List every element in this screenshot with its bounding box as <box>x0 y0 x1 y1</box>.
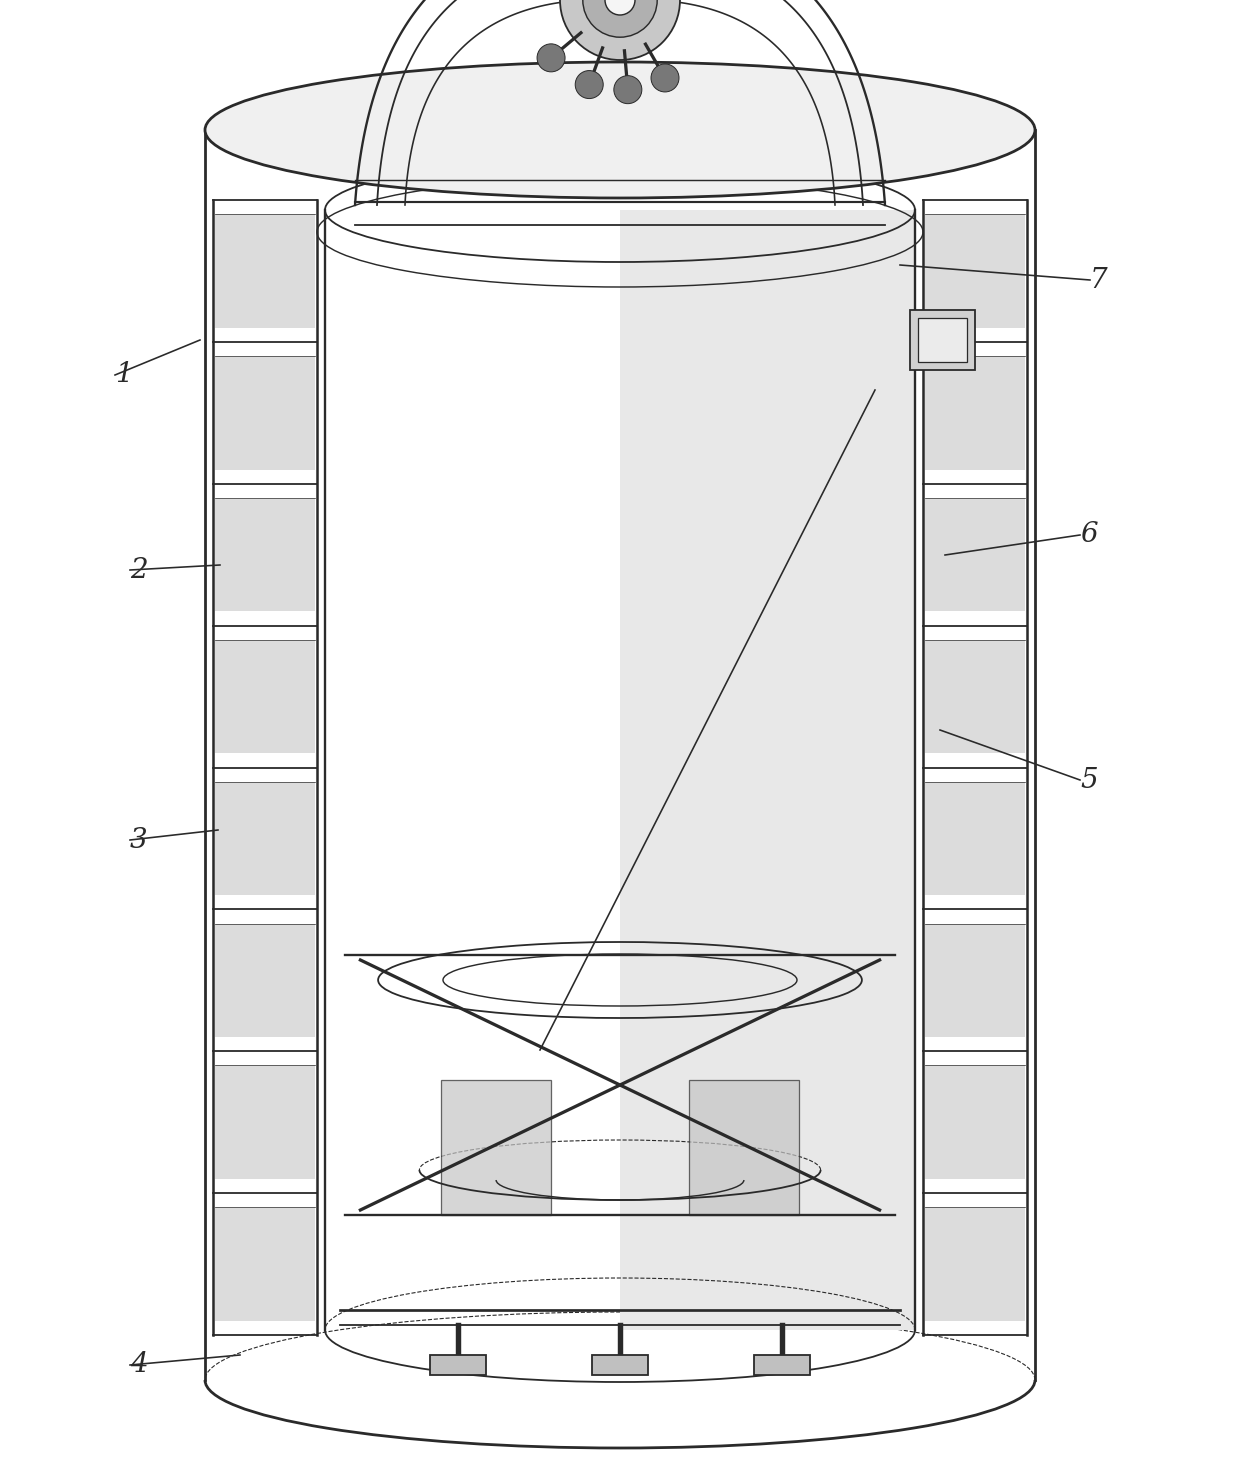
Bar <box>620 210 915 1329</box>
Bar <box>215 215 315 328</box>
Bar <box>441 1080 551 1215</box>
Bar <box>910 310 975 370</box>
Text: 7: 7 <box>1090 267 1107 293</box>
Text: 6: 6 <box>1080 522 1097 548</box>
Bar <box>689 1080 799 1215</box>
Bar <box>925 498 1025 612</box>
Ellipse shape <box>205 62 1035 199</box>
Bar <box>918 319 967 362</box>
Bar <box>754 1355 810 1375</box>
Text: 3: 3 <box>130 827 148 854</box>
Text: 5: 5 <box>1080 766 1097 793</box>
Bar <box>925 1208 1025 1320</box>
Bar <box>925 923 1025 1037</box>
Circle shape <box>560 0 680 59</box>
Bar <box>591 1355 649 1375</box>
Circle shape <box>605 0 635 15</box>
Bar <box>925 356 1025 470</box>
Bar <box>925 640 1025 753</box>
Bar <box>215 923 315 1037</box>
Text: 4: 4 <box>130 1352 148 1378</box>
Bar <box>215 1208 315 1320</box>
Circle shape <box>575 71 603 99</box>
Circle shape <box>614 76 642 104</box>
Text: 2: 2 <box>130 557 148 584</box>
Bar <box>215 498 315 612</box>
Bar <box>215 1066 315 1180</box>
Bar <box>925 781 1025 895</box>
Circle shape <box>583 0 657 37</box>
Bar <box>925 1066 1025 1180</box>
Text: 1: 1 <box>115 362 133 388</box>
Circle shape <box>537 44 565 71</box>
Bar <box>215 640 315 753</box>
Bar <box>215 356 315 470</box>
Circle shape <box>651 64 680 92</box>
Bar <box>430 1355 486 1375</box>
Bar <box>925 215 1025 328</box>
Bar <box>215 781 315 895</box>
